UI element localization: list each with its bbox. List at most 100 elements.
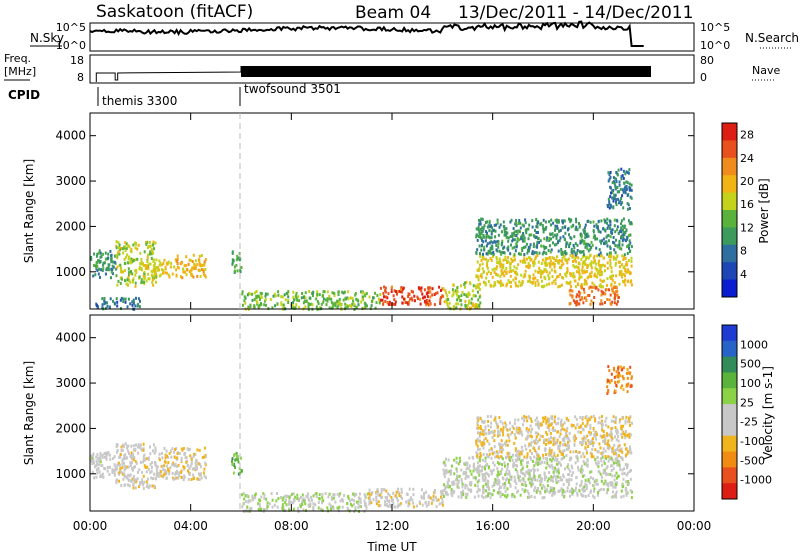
heatmap-cell-0-10 — [516, 231, 519, 235]
heatmap-cell-1-2 — [173, 477, 176, 481]
heatmap-cell-1-4 — [285, 503, 288, 507]
heatmap-cell-0-1 — [149, 252, 151, 256]
heatmap-cell-1-7 — [583, 455, 586, 459]
heatmap-cell-0-1 — [153, 247, 155, 251]
heatmap-cell-0-1 — [140, 267, 143, 271]
heatmap-cell-1-7 — [536, 416, 538, 420]
nsearch-label: N.Search — [745, 31, 799, 45]
heatmap-cell-1-5 — [440, 495, 442, 499]
heatmap-cell-1-7 — [501, 421, 504, 425]
heatmap-cell-0-9 — [583, 278, 586, 282]
heatmap-cell-1-6 — [529, 475, 532, 479]
heatmap-cell-1-7 — [508, 451, 511, 455]
heatmap-cell-0-5 — [127, 297, 130, 301]
heatmap-cell-1-0 — [93, 476, 96, 480]
heatmap-cell-1-5 — [395, 490, 398, 494]
heatmap-cell-0-6 — [351, 296, 354, 300]
heatmap-cell-0-10 — [554, 226, 557, 230]
heatmap-cell-0-10 — [488, 225, 491, 229]
heatmap-cell-0-9 — [598, 269, 600, 273]
heatmap-cell-0-6 — [263, 303, 266, 307]
heatmap-cell-0-10 — [500, 252, 503, 256]
heatmap-cell-1-6 — [596, 482, 599, 486]
heatmap-cell-0-6 — [251, 298, 254, 302]
heatmap-cell-1-6 — [596, 456, 599, 459]
y-tick-label: 1000 — [55, 265, 86, 279]
heatmap-cell-1-7 — [584, 446, 587, 450]
heatmap-cell-1-4 — [317, 506, 320, 510]
heatmap-cell-0-12 — [614, 193, 617, 197]
heatmap-cell-0-8 — [451, 288, 454, 292]
heatmap-cell-0-10 — [588, 243, 591, 247]
heatmap-cell-0-0 — [100, 268, 103, 272]
heatmap-cell-0-9 — [593, 254, 596, 258]
heatmap-cell-1-2 — [178, 471, 181, 475]
heatmap-cell-0-6 — [259, 298, 261, 302]
heatmap-cell-1-7 — [530, 435, 533, 439]
heatmap-cell-0-6 — [318, 293, 321, 297]
heatmap-cell-0-12 — [623, 181, 626, 185]
heatmap-cell-0-11 — [579, 291, 582, 295]
heatmap-cell-1-0 — [97, 456, 100, 460]
heatmap-cell-0-3 — [198, 269, 201, 273]
heatmap-cell-0-1 — [116, 283, 119, 287]
heatmap-cell-0-10 — [617, 232, 620, 235]
heatmap-cell-0-9 — [520, 273, 523, 277]
heatmap-cell-1-6 — [540, 480, 543, 484]
heatmap-cell-1-6 — [472, 476, 475, 480]
heatmap-cell-0-10 — [516, 240, 519, 244]
x-tick-label: 08:00 — [274, 519, 309, 533]
nsky-trace — [89, 20, 644, 47]
heatmap-cell-1-7 — [526, 454, 529, 458]
heatmap-cell-0-11 — [571, 295, 574, 299]
heatmap-cell-0-0 — [104, 257, 107, 261]
heatmap-cell-0-9 — [496, 273, 499, 277]
heatmap-cell-1-6 — [575, 482, 578, 486]
heatmap-cell-1-6 — [576, 492, 579, 496]
heatmap-cell-1-6 — [461, 485, 464, 489]
heatmap-cell-0-10 — [587, 234, 590, 238]
freq-tick-top: 18 — [70, 54, 84, 67]
heatmap-cell-1-2 — [204, 461, 207, 465]
heatmap-cell-0-12 — [609, 171, 612, 174]
freq-trace — [95, 66, 242, 82]
heatmap-cell-0-6 — [246, 293, 249, 297]
heatmap-cell-0-9 — [479, 254, 482, 258]
heatmap-cell-1-7 — [477, 416, 480, 420]
heatmap-cell-0-12 — [625, 180, 628, 184]
heatmap-cell-1-7 — [602, 435, 605, 439]
heatmap-cell-0-9 — [486, 272, 489, 276]
heatmap-cell-0-10 — [543, 228, 546, 232]
heatmap-cell-0-10 — [616, 228, 618, 232]
heatmap-cell-0-0 — [93, 252, 96, 256]
heatmap-cell-1-7 — [589, 424, 592, 428]
heatmap-cell-0-11 — [572, 299, 575, 303]
heatmap-cell-1-6 — [528, 495, 531, 499]
heatmap-cell-0-12 — [621, 201, 624, 205]
heatmap-cell-0-1 — [152, 276, 155, 280]
heatmap-cell-1-6 — [570, 473, 573, 477]
heatmap-cell-1-7 — [565, 444, 568, 448]
heatmap-cell-0-3 — [192, 275, 195, 279]
heatmap-cell-1-7 — [601, 453, 604, 457]
heatmap-cell-0-7 — [413, 299, 416, 303]
heatmap-cell-0-10 — [613, 224, 616, 228]
heatmap-cell-1-2 — [165, 476, 168, 480]
heatmap-cell-0-6 — [338, 297, 341, 301]
heatmap-cell-0-9 — [590, 260, 593, 264]
heatmap-cell-1-2 — [161, 464, 164, 468]
heatmap-cell-0-2 — [165, 262, 168, 266]
heatmap-cell-1-0 — [94, 465, 96, 469]
heatmap-cell-0-12 — [609, 205, 612, 209]
heatmap-cell-0-8 — [478, 304, 481, 308]
heatmap-cell-0-10 — [521, 223, 524, 227]
heatmap-cell-1-4 — [285, 498, 287, 502]
heatmap-cell-1-6 — [553, 458, 556, 462]
heatmap-cell-1-6 — [602, 488, 605, 491]
heatmap-cell-0-10 — [492, 250, 495, 254]
heatmap-cell-0-9 — [558, 259, 561, 263]
heatmap-cell-1-6 — [569, 457, 572, 461]
heatmap-cell-1-6 — [521, 467, 524, 471]
heatmap-cell-1-5 — [412, 493, 415, 497]
